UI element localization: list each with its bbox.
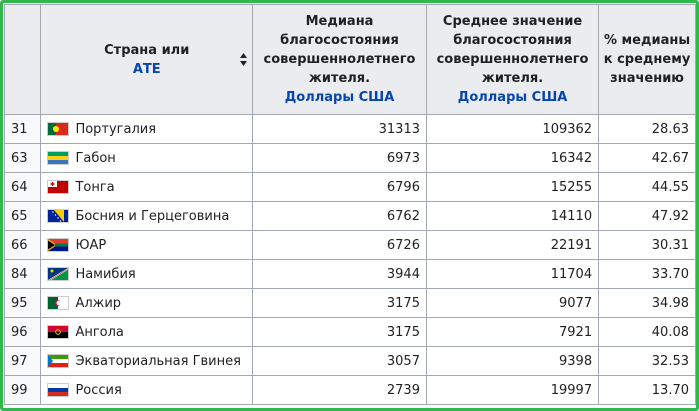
ratio-header-title: % медианы к среднему значению [603, 33, 691, 86]
country-cell: Габон [40, 143, 254, 173]
rank-cell: 99 [3, 375, 42, 405]
ratio-header[interactable]: % медианы к среднему значению [598, 4, 696, 115]
country-name-link[interactable]: Алжир [75, 295, 122, 311]
mean-cell: 14110 [425, 201, 600, 231]
median-cell: 6973 [252, 143, 427, 173]
algeria-flag-icon [47, 296, 70, 310]
mean-cell: 22191 [425, 230, 600, 260]
namibia-flag-icon [47, 267, 70, 281]
ratio-cell: 42.67 [598, 143, 696, 173]
table-row: 99 Россия 2739 19997 13.70 [3, 375, 696, 405]
mean-cell: 7921 [425, 317, 600, 347]
country-name-link[interactable]: Босния и Герцеговина [75, 208, 230, 224]
bosnia-flag-icon [47, 209, 70, 223]
rank-cell: 63 [3, 143, 42, 173]
table-row: 97 Экваториальная Гвинея 3057 9398 32.53 [3, 346, 696, 376]
mean-cell: 109362 [425, 114, 600, 144]
angola-flag-icon [47, 325, 70, 339]
rank-cell: 95 [3, 288, 42, 318]
country-name-link[interactable]: Ангола [75, 324, 124, 340]
ratio-cell: 28.63 [598, 114, 696, 144]
table-row: 31 Португалия 31313 109362 28.63 [3, 114, 696, 144]
rank-cell: 65 [3, 201, 42, 231]
country-header-line2[interactable]: АТЕ [132, 61, 161, 77]
ratio-cell: 30.31 [598, 230, 696, 260]
country-cell: ЮАР [40, 230, 254, 260]
country-cell: Алжир [40, 288, 254, 318]
equatorial-guinea-flag-icon [47, 354, 70, 368]
median-cell: 3175 [252, 317, 427, 347]
rank-cell: 31 [3, 114, 42, 144]
country-name-link[interactable]: Габон [75, 150, 116, 166]
median-cell: 2739 [252, 375, 427, 405]
country-name-link[interactable]: Экваториальная Гвинея [75, 353, 241, 369]
south-africa-flag-icon [47, 238, 70, 252]
country-name-link[interactable]: Португалия [75, 121, 157, 137]
ratio-cell: 44.55 [598, 172, 696, 202]
mean-header-title: Среднее значение благосостояния совершен… [436, 14, 589, 86]
mean-header-unit[interactable]: Доллары США [457, 90, 568, 105]
portugal-flag-icon [47, 122, 70, 136]
table-row: 84 Намибия 3944 11704 33.70 [3, 259, 696, 289]
ratio-cell: 33.70 [598, 259, 696, 289]
ratio-cell: 13.70 [598, 375, 696, 405]
median-header-title: Медиана благосостояния совершеннолетнего… [263, 14, 416, 86]
median-cell: 6796 [252, 172, 427, 202]
mean-header[interactable]: Среднее значение благосостояния совершен… [425, 4, 600, 115]
mean-cell: 15255 [425, 172, 600, 202]
tonga-flag-icon [47, 180, 70, 194]
table-row: 66 ЮАР 6726 22191 30.31 [3, 230, 696, 260]
median-cell: 31313 [252, 114, 427, 144]
median-cell: 3057 [252, 346, 427, 376]
ratio-cell: 34.98 [598, 288, 696, 318]
mean-cell: 19997 [425, 375, 600, 405]
ratio-cell: 47.92 [598, 201, 696, 231]
median-cell: 3175 [252, 288, 427, 318]
country-cell: Россия [40, 375, 254, 405]
country-name-link[interactable]: Намибия [75, 266, 136, 282]
median-header[interactable]: Медиана благосостояния совершеннолетнего… [252, 4, 427, 115]
rank-cell: 96 [3, 317, 42, 347]
country-cell: Намибия [40, 259, 254, 289]
ratio-cell: 32.53 [598, 346, 696, 376]
median-cell: 6762 [252, 201, 427, 231]
country-cell: Португалия [40, 114, 254, 144]
russia-flag-icon [47, 383, 70, 397]
median-header-unit[interactable]: Доллары США [284, 90, 395, 105]
mean-cell: 16342 [425, 143, 600, 173]
country-cell: Тонга [40, 172, 254, 202]
country-cell: Экваториальная Гвинея [40, 346, 254, 376]
mean-cell: 9398 [425, 346, 600, 376]
rank-header [3, 4, 42, 115]
rank-cell: 66 [3, 230, 42, 260]
wealth-table: Страна или АТЕ Медиана благосостояния со… [3, 4, 696, 405]
country-name-link[interactable]: Россия [75, 382, 122, 398]
sort-icon[interactable] [239, 52, 248, 67]
country-header[interactable]: Страна или АТЕ [40, 4, 254, 115]
mean-cell: 9077 [425, 288, 600, 318]
header-row: Страна или АТЕ Медиана благосостояния со… [3, 4, 696, 115]
table-row: 63 Габон 6973 16342 42.67 [3, 143, 696, 173]
mean-cell: 11704 [425, 259, 600, 289]
rank-cell: 64 [3, 172, 42, 202]
table-row: 64 Тонга 6796 15255 44.55 [3, 172, 696, 202]
ratio-cell: 40.08 [598, 317, 696, 347]
country-name-link[interactable]: Тонга [75, 179, 115, 195]
table-row: 65 Босния и Герцеговина 6762 14110 47.92 [3, 201, 696, 231]
country-cell: Босния и Герцеговина [40, 201, 254, 231]
median-cell: 6726 [252, 230, 427, 260]
table-row: 95 Алжир 3175 9077 34.98 [3, 288, 696, 318]
country-name-link[interactable]: ЮАР [75, 237, 107, 253]
rank-cell: 97 [3, 346, 42, 376]
country-header-line1: Страна или [104, 42, 190, 58]
rank-cell: 84 [3, 259, 42, 289]
gabon-flag-icon [47, 151, 70, 165]
country-cell: Ангола [40, 317, 254, 347]
table-row: 96 Ангола 3175 7921 40.08 [3, 317, 696, 347]
median-cell: 3944 [252, 259, 427, 289]
